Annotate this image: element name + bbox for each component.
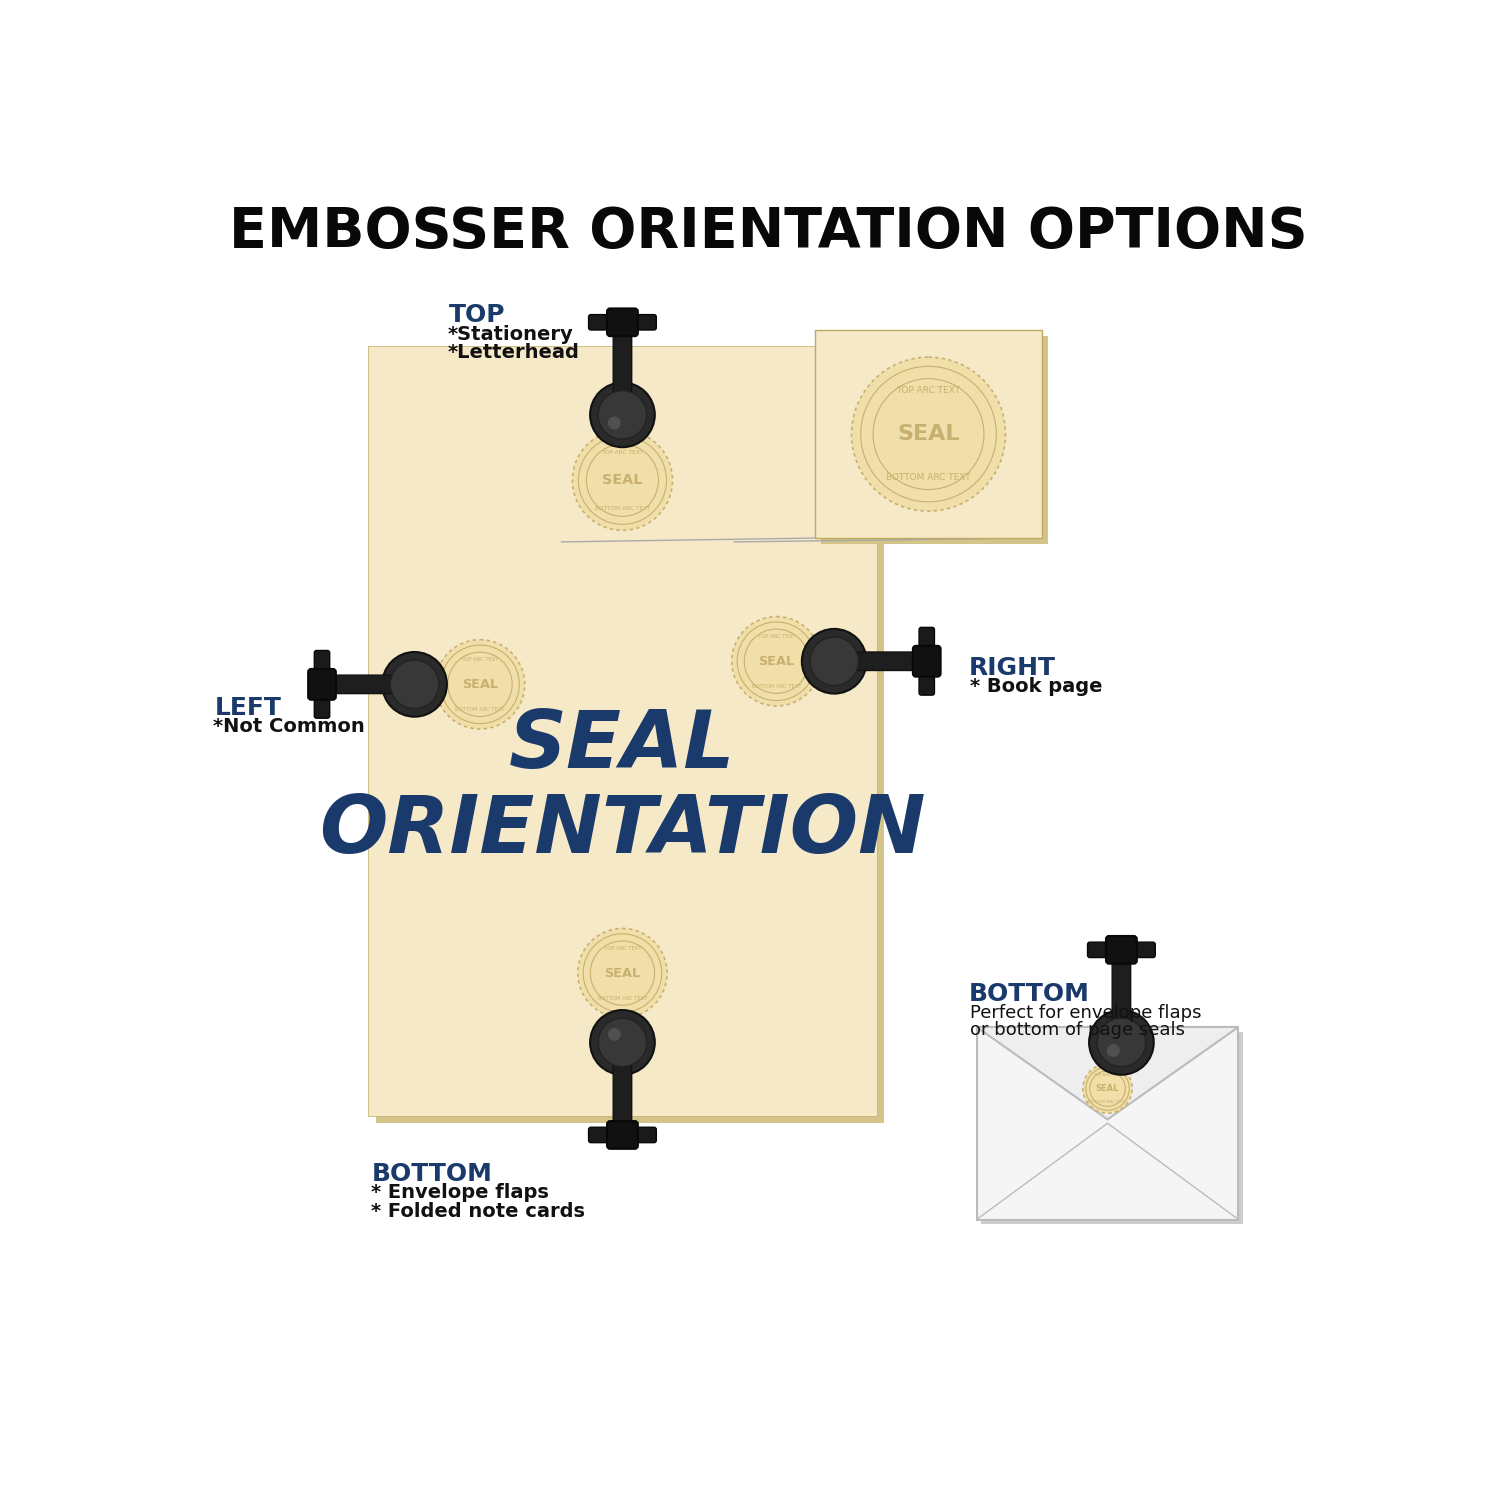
Text: *Stationery: *Stationery [447, 326, 573, 344]
Text: TOP ARC TEXT: TOP ARC TEXT [1094, 1072, 1122, 1077]
FancyBboxPatch shape [588, 315, 612, 330]
Text: Perfect for envelope flaps: Perfect for envelope flaps [970, 1004, 1202, 1022]
FancyBboxPatch shape [633, 1128, 657, 1143]
Circle shape [382, 652, 447, 717]
Bar [976, 1028, 1239, 1219]
Text: BOTTOM ARC TEXT: BOTTOM ARC TEXT [886, 472, 971, 482]
Circle shape [810, 638, 858, 686]
FancyBboxPatch shape [588, 1128, 612, 1143]
Text: BOTTOM ARC TEXT: BOTTOM ARC TEXT [594, 506, 650, 512]
Circle shape [598, 1019, 646, 1066]
Circle shape [1107, 1044, 1120, 1058]
Text: RIGHT: RIGHT [969, 656, 1056, 680]
Text: EMBOSSER ORIENTATION OPTIONS: EMBOSSER ORIENTATION OPTIONS [230, 206, 1308, 260]
FancyBboxPatch shape [920, 672, 934, 694]
Circle shape [573, 430, 672, 531]
FancyBboxPatch shape [920, 627, 934, 651]
Text: BOTTOM: BOTTOM [969, 982, 1090, 1006]
Text: * Folded note cards: * Folded note cards [370, 1202, 585, 1221]
Circle shape [1096, 1019, 1146, 1066]
Polygon shape [976, 1028, 1239, 1119]
Text: TOP ARC TEXT: TOP ARC TEXT [462, 657, 498, 662]
Circle shape [590, 1010, 656, 1074]
FancyBboxPatch shape [1106, 936, 1137, 963]
Text: * Book page: * Book page [970, 678, 1102, 696]
FancyBboxPatch shape [327, 675, 398, 693]
Text: SEAL: SEAL [759, 654, 795, 668]
Text: LEFT: LEFT [214, 696, 280, 720]
Circle shape [435, 639, 525, 729]
Text: SEAL: SEAL [897, 424, 960, 444]
Circle shape [590, 382, 656, 447]
Bar [369, 345, 876, 1116]
FancyBboxPatch shape [608, 309, 638, 336]
Text: BOTTOM ARC TEXT: BOTTOM ARC TEXT [597, 996, 646, 1000]
Circle shape [1083, 1064, 1132, 1113]
FancyBboxPatch shape [315, 694, 330, 718]
Text: or bottom of page seals: or bottom of page seals [970, 1022, 1185, 1040]
FancyBboxPatch shape [614, 327, 632, 398]
FancyBboxPatch shape [315, 651, 330, 675]
Circle shape [608, 1028, 621, 1041]
Text: BOTTOM: BOTTOM [372, 1161, 494, 1185]
Text: *Not Common: *Not Common [213, 717, 364, 736]
Circle shape [1089, 1010, 1154, 1074]
Circle shape [608, 417, 621, 429]
FancyBboxPatch shape [852, 652, 921, 670]
Text: SEAL: SEAL [462, 678, 498, 692]
FancyBboxPatch shape [1112, 956, 1131, 1026]
Bar [821, 336, 1048, 544]
Text: BOTTOM ARC TEXT: BOTTOM ARC TEXT [752, 684, 801, 688]
Text: TOP ARC TEXT: TOP ARC TEXT [758, 633, 795, 639]
Text: * Envelope flaps: * Envelope flaps [370, 1184, 549, 1203]
Text: SEAL: SEAL [604, 966, 640, 980]
FancyBboxPatch shape [914, 646, 940, 676]
Bar [981, 1032, 1244, 1224]
Circle shape [578, 928, 668, 1019]
Text: BOTTOM ARC TEXT: BOTTOM ARC TEXT [1088, 1101, 1126, 1104]
Text: SEAL: SEAL [602, 474, 642, 488]
Circle shape [802, 628, 867, 693]
Text: BOTTOM ARC TEXT: BOTTOM ARC TEXT [456, 706, 504, 712]
Text: *Letterhead: *Letterhead [447, 344, 579, 362]
Circle shape [390, 660, 439, 708]
Text: TOP ARC TEXT: TOP ARC TEXT [603, 945, 640, 951]
Text: SEAL: SEAL [509, 706, 735, 785]
FancyBboxPatch shape [308, 669, 336, 699]
Circle shape [732, 616, 821, 706]
FancyBboxPatch shape [1088, 942, 1112, 957]
Text: TOP: TOP [448, 303, 506, 327]
FancyBboxPatch shape [608, 1120, 638, 1149]
FancyBboxPatch shape [1131, 942, 1155, 957]
Text: SEAL: SEAL [1096, 1084, 1119, 1094]
Circle shape [598, 390, 646, 439]
Bar [376, 354, 885, 1124]
Circle shape [852, 357, 1005, 512]
Text: TOP ARC TEXT: TOP ARC TEXT [602, 450, 644, 454]
Bar [815, 330, 1042, 538]
Text: ORIENTATION: ORIENTATION [320, 792, 926, 870]
FancyBboxPatch shape [633, 315, 657, 330]
FancyBboxPatch shape [614, 1059, 632, 1130]
Text: TOP ARC TEXT: TOP ARC TEXT [897, 387, 960, 396]
